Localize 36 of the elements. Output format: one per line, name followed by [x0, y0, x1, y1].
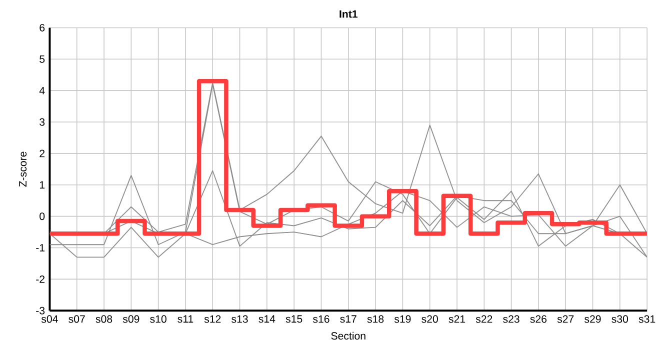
x-tick-label: s09 — [122, 315, 140, 323]
y-tick-label: 4 — [39, 86, 45, 94]
y-tick-label: 1 — [40, 181, 45, 188]
x-tick-label: s29 — [584, 315, 601, 323]
x-tick-label: s15 — [286, 315, 302, 322]
y-tick-label: 5 — [40, 55, 45, 63]
y-axis-title: Z-score — [19, 152, 27, 187]
y-tick-label: -1 — [36, 244, 45, 252]
y-tick-label: 3 — [40, 118, 45, 126]
x-tick-label: s11 — [178, 315, 194, 322]
x-tick-label: s22 — [476, 315, 492, 323]
x-tick-label: s30 — [612, 315, 628, 323]
y-tick-label: 0 — [40, 212, 45, 220]
x-tick-label: s27 — [557, 315, 574, 323]
x-tick-label: s31 — [638, 315, 656, 323]
x-tick-label: s16 — [312, 315, 330, 323]
y-tick-label: 6 — [40, 24, 45, 32]
y-tick-label: -3 — [36, 306, 45, 314]
x-tick-label: s23 — [503, 315, 520, 323]
x-tick-label: s13 — [232, 315, 248, 323]
x-tick-label: s20 — [422, 315, 438, 323]
chart-title: Int1 — [340, 10, 358, 18]
y-tick-label: -2 — [36, 275, 45, 283]
x-tick-label: s19 — [394, 315, 411, 323]
x-tick-label: s21 — [448, 315, 466, 323]
y-tick-label: 2 — [40, 150, 45, 157]
x-tick-label: s10 — [150, 315, 166, 323]
x-tick-label: s26 — [530, 315, 547, 323]
x-axis-title: Section — [331, 332, 366, 340]
x-tick-label: s08 — [96, 315, 112, 323]
x-tick-label: s18 — [367, 315, 384, 323]
x-tick-label: s04 — [41, 315, 58, 323]
x-tick-label: s07 — [68, 315, 85, 323]
x-tick-label: s12 — [204, 315, 221, 323]
x-tick-label: s17 — [340, 315, 356, 322]
x-tick-label: s14 — [258, 315, 276, 322]
